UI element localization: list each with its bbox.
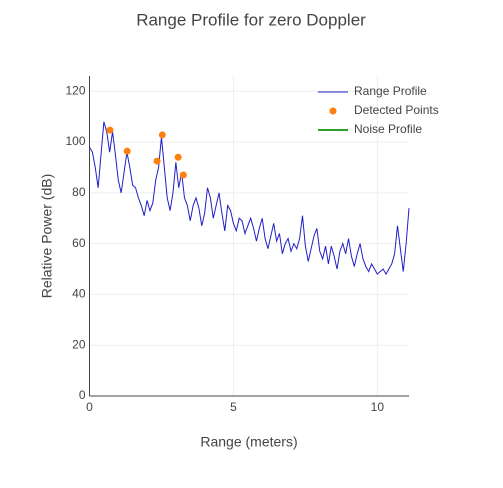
x-tick-label: 10 <box>371 400 385 414</box>
legend-symbol <box>329 107 337 115</box>
y-tick-label: 60 <box>72 236 86 250</box>
y-tick-label: 20 <box>72 337 86 351</box>
y-tick-label: 120 <box>65 83 85 97</box>
y-tick-label: 100 <box>65 134 85 148</box>
legend-label: Detected Points <box>354 103 439 117</box>
y-tick-label: 40 <box>72 287 86 301</box>
data-point <box>158 131 166 139</box>
data-point <box>123 147 131 155</box>
data-point <box>179 171 187 179</box>
legend-label: Range Profile <box>354 84 427 98</box>
x-axis-label: Range (meters) <box>200 434 297 450</box>
legend-label: Noise Profile <box>354 122 422 136</box>
x-tick-label: 5 <box>230 400 237 414</box>
data-line <box>89 121 410 276</box>
y-axis-label: Relative Power (dB) <box>39 174 55 299</box>
y-tick-label: 0 <box>79 388 86 402</box>
data-point <box>174 153 182 161</box>
chart-title: Range Profile for zero Doppler <box>136 10 366 29</box>
x-tick-label: 0 <box>86 400 93 414</box>
data-point <box>153 157 161 165</box>
y-tick-label: 80 <box>72 185 86 199</box>
data-point <box>106 126 114 134</box>
